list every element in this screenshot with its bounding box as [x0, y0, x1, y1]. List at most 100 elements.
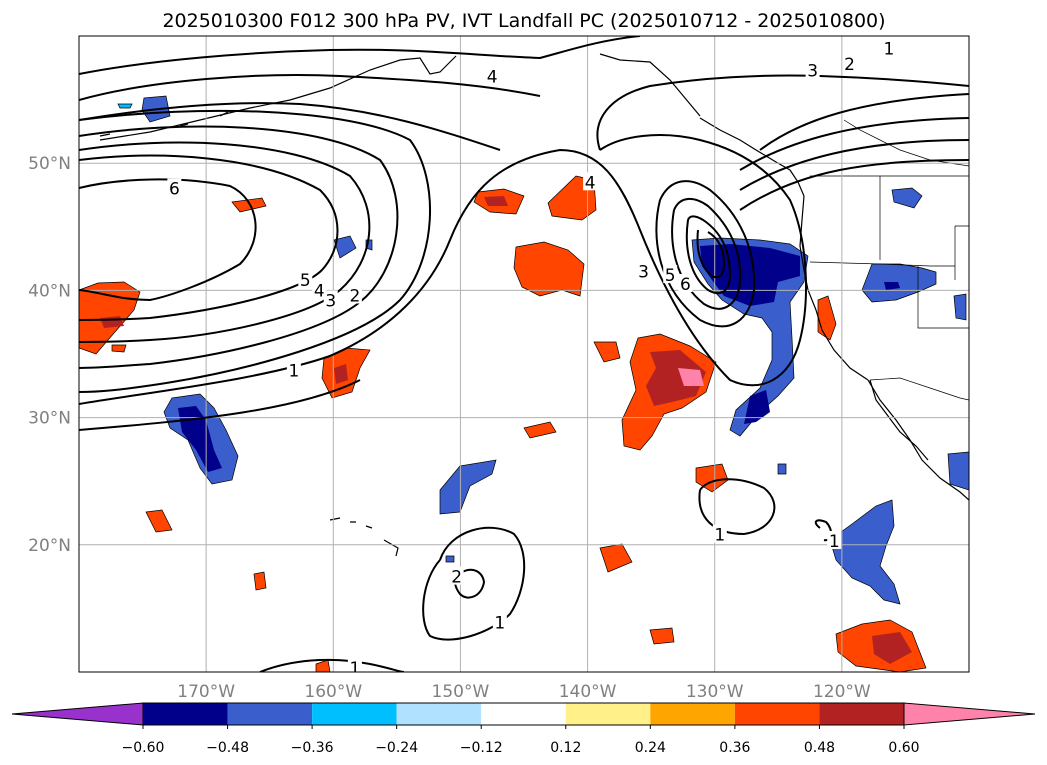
contour-4 [79, 141, 371, 343]
gridlines [79, 36, 969, 672]
latitude-labels: 50°N 40°N 30°N 20°N [28, 154, 71, 556]
contour-label-background [712, 524, 727, 543]
contour-label: 2 [451, 568, 462, 588]
contour-inner-4 [696, 229, 726, 279]
contour-5 [79, 154, 339, 321]
colorbar-extend-max [903, 702, 1036, 726]
baja-peninsula [869, 379, 929, 461]
contour-label: 5 [665, 266, 676, 286]
state-border-3 [917, 266, 969, 329]
contour-label-background [286, 360, 301, 379]
colorbar-swatch [819, 703, 904, 725]
contour-south-1 [422, 526, 526, 641]
contour-label-background [298, 270, 313, 289]
colorbar-tick-label: −0.24 [375, 740, 418, 756]
colorbar-extend-min [11, 702, 144, 726]
contour-label-background [347, 658, 362, 672]
negative-anomaly-east-land-core [884, 282, 900, 290]
contour-label-background [678, 274, 693, 293]
hawaii-islands [329, 517, 399, 557]
positive-anomaly-coast [817, 295, 837, 341]
latitude-label: 50°N [28, 154, 71, 174]
contour-3-north [79, 74, 541, 101]
contour-label: 2 [844, 55, 855, 75]
contour-1-outer [79, 379, 361, 431]
contour-label: 1 [349, 659, 360, 679]
negative-anomaly-small-3 [953, 293, 967, 321]
latitude-label: 30°N [28, 409, 71, 429]
colorbar-swatch [481, 703, 566, 725]
contour-label: 3 [638, 262, 649, 282]
positive-anomaly-small-7 [599, 543, 633, 573]
positive-anomaly-south-edge [315, 659, 331, 672]
colorbar-tick-label: 0.12 [550, 740, 581, 756]
contour-label: 3 [325, 292, 336, 312]
negative-anomaly-main-core-2 [744, 390, 770, 424]
contour-label-background [827, 530, 842, 549]
contour-label-background [583, 172, 598, 191]
colorbar-tick-label: 0.60 [888, 740, 919, 756]
contour-inner-3 [685, 215, 732, 295]
positive-anomaly-small-4 [523, 421, 557, 439]
longitude-label: 120°W [813, 682, 871, 702]
contour-label: 6 [680, 275, 691, 295]
contour-label-background [167, 178, 182, 197]
colorbar-swatch [396, 703, 482, 725]
contour-label-background [663, 265, 678, 284]
contour-label-background [312, 280, 327, 299]
positive-anomaly-west-core [100, 316, 124, 328]
negative-anomaly-east-land [861, 263, 937, 303]
colorbar-swatch [227, 703, 313, 725]
longitude-label: 150°W [432, 682, 490, 702]
positive-anomaly-small-2 [111, 344, 127, 353]
contour-label-background [881, 38, 896, 57]
latitude-label: 40°N [28, 281, 71, 301]
map-frame [78, 35, 970, 673]
contour-sub-1 [698, 478, 776, 536]
state-border-4 [954, 225, 969, 280]
contour-label: 5 [300, 271, 311, 291]
negative-anomaly-southeast [829, 499, 901, 605]
contour-label-background [485, 66, 500, 85]
positive-anomaly-small-9 [649, 627, 675, 645]
contour-label: 4 [314, 281, 325, 301]
contour-1 [79, 134, 807, 405]
contour-label-background [842, 53, 857, 72]
contour-north-loop [596, 74, 969, 151]
colorbar-tick-label: 0.24 [635, 740, 666, 756]
contour-4-north [79, 36, 641, 75]
negative-anomaly-small-4 [947, 451, 969, 491]
pv-positive-shading [79, 175, 927, 672]
colorbar-tick-label: −0.36 [291, 740, 334, 756]
colorbar-tick-label: −0.48 [206, 740, 249, 756]
contour-label: 1 [883, 40, 894, 60]
positive-anomaly-tongue-pink [678, 368, 704, 386]
contour-label: 6 [169, 180, 180, 200]
colorbar-tick-label: −0.60 [122, 740, 165, 756]
longitude-label: 140°W [559, 682, 617, 702]
positive-anomaly-southeast-core [872, 632, 912, 664]
colorbar-tick-label: 0.48 [804, 740, 835, 756]
contour-label-background [492, 612, 507, 631]
contour-label-background [347, 285, 362, 304]
positive-anomaly-small-8 [253, 571, 267, 591]
contour-label: 4 [585, 173, 596, 193]
alaska-gulf-coast [599, 53, 701, 117]
alaska-coast [99, 55, 457, 141]
baja-coast [867, 379, 969, 501]
positive-anomaly-mid-core [334, 364, 348, 384]
colorbar-swatch [565, 703, 651, 725]
contour-inner-2 [671, 198, 742, 310]
contour-2 [79, 109, 431, 393]
colorbar-frame [142, 702, 905, 726]
longitude-label: 130°W [686, 682, 744, 702]
negative-anomaly-small-1 [333, 235, 357, 259]
contour-label-background [323, 290, 338, 309]
negative-anomaly-central [439, 459, 497, 515]
colorbar-swatch [734, 703, 820, 725]
positive-anomaly-small-6 [145, 509, 173, 533]
negative-anomaly-west-mid-core [178, 406, 222, 472]
colorbar-swatch [143, 703, 228, 725]
latitude-label: 20°N [28, 536, 71, 556]
